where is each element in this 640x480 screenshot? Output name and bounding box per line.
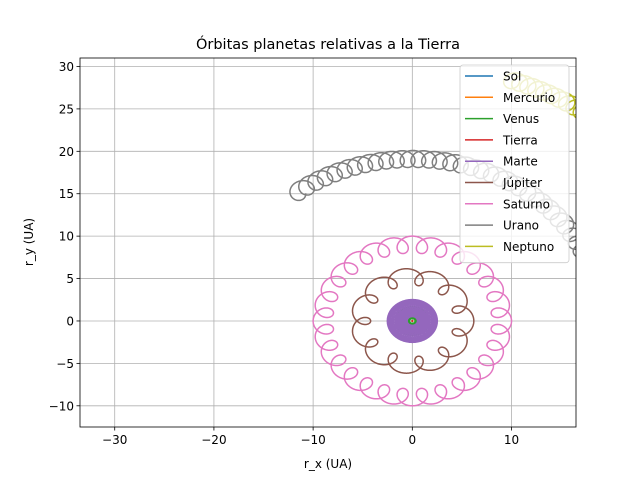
- series-neptuno-line: [502, 72, 576, 119]
- y-tick-label: 0: [66, 314, 74, 328]
- y-tick-label: 15: [59, 187, 74, 201]
- legend-urano-label: Urano: [503, 219, 539, 233]
- y-tick-label: 25: [59, 102, 74, 116]
- x-tick-label: 0: [408, 433, 416, 447]
- legend-venus-label: Venus: [503, 112, 539, 126]
- series-jupiter-line: [351, 267, 475, 374]
- series-marte-line: [386, 298, 439, 344]
- legend-marte-label: Marte: [503, 155, 538, 169]
- x-tick-label: −20: [201, 433, 226, 447]
- y-tick-label: 5: [66, 272, 74, 286]
- legend: Sol Mercurio Venus Tierra Marte Júpiter Saturn…: [459, 64, 570, 264]
- x-tick-label: −30: [102, 433, 127, 447]
- y-tick-label: 10: [59, 230, 74, 244]
- axis-ticks: −30 −20 −10 0 10 −10 −5 0 5 10 15 20 25 30: [49, 60, 519, 447]
- legend-neptuno-label: Neptuno: [503, 240, 554, 254]
- legend-mercurio-label: Mercurio: [503, 91, 555, 105]
- y-axis-label: r_y (UA): [22, 218, 36, 266]
- legend-tierra-label: Tierra: [502, 133, 538, 147]
- legend-jupiter-label: Júpiter: [502, 176, 542, 190]
- legend-sol-label: Sol: [503, 70, 521, 84]
- y-tick-label: −5: [56, 357, 74, 371]
- chart-title: Órbitas planetas relativas a la Tierra: [196, 35, 460, 53]
- y-tick-label: 30: [59, 60, 74, 74]
- plot-frame: [79, 57, 577, 428]
- series-tierra-point: [411, 319, 414, 323]
- series-venus-line: [394, 305, 431, 337]
- y-tick-label: 20: [59, 145, 74, 159]
- x-axis-label: r_x (UA): [304, 457, 352, 471]
- legend-saturno-label: Saturno: [503, 197, 550, 211]
- x-tick-label: −10: [300, 433, 325, 447]
- y-tick-label: −10: [49, 399, 74, 413]
- x-tick-label: 10: [504, 433, 519, 447]
- legend-box: [459, 64, 570, 264]
